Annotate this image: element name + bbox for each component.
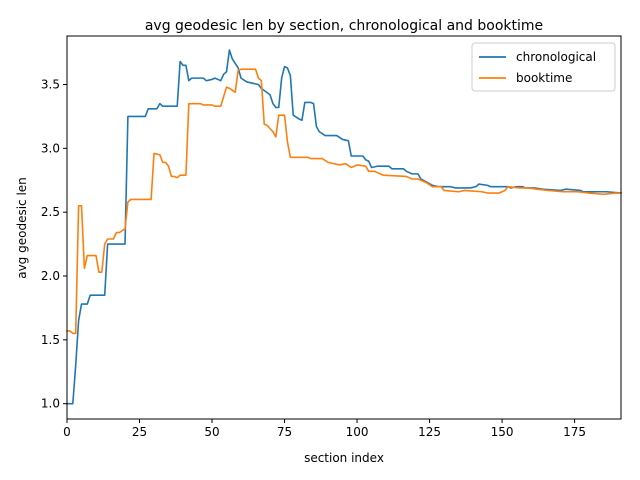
- series-line-chronological: [66, 49, 622, 405]
- legend-label-booktime: booktime: [516, 71, 572, 85]
- series-line-booktime: [66, 68, 622, 335]
- plot-background: [67, 36, 621, 419]
- y-tick-label: 1.5: [41, 333, 60, 347]
- x-tick-label: 100: [346, 425, 369, 439]
- y-tick-label: 3.0: [41, 141, 60, 155]
- legend-label-chronological: chronological: [516, 50, 596, 64]
- y-tick-label: 3.5: [41, 78, 60, 92]
- y-tick-label: 2.5: [41, 205, 60, 219]
- x-axis: 0 25 50 75 100 125 150 175: [63, 419, 586, 439]
- x-tick-label: 75: [277, 425, 292, 439]
- x-axis-title: section index: [304, 451, 384, 465]
- series-layer: [66, 49, 622, 405]
- x-tick-label: 175: [563, 425, 586, 439]
- plot-area: [66, 35, 622, 420]
- legend: chronological booktime: [471, 42, 616, 92]
- y-axis-title: avg geodesic len: [15, 177, 29, 279]
- y-tick-label: 2.0: [41, 269, 60, 283]
- x-tick-label: 0: [63, 425, 71, 439]
- y-tick-label: 1.0: [41, 397, 60, 411]
- plot-frame: [66, 35, 622, 420]
- legend-box: [471, 42, 616, 92]
- x-tick-label: 125: [418, 425, 441, 439]
- y-axis: 1.0 1.5 2.0 2.5 3.0 3.5: [41, 78, 67, 411]
- chart-title: avg geodesic len by section, chronologic…: [145, 18, 543, 34]
- x-tick-label: 25: [132, 425, 147, 439]
- x-tick-label: 50: [204, 425, 219, 439]
- x-tick-label: 150: [491, 425, 514, 439]
